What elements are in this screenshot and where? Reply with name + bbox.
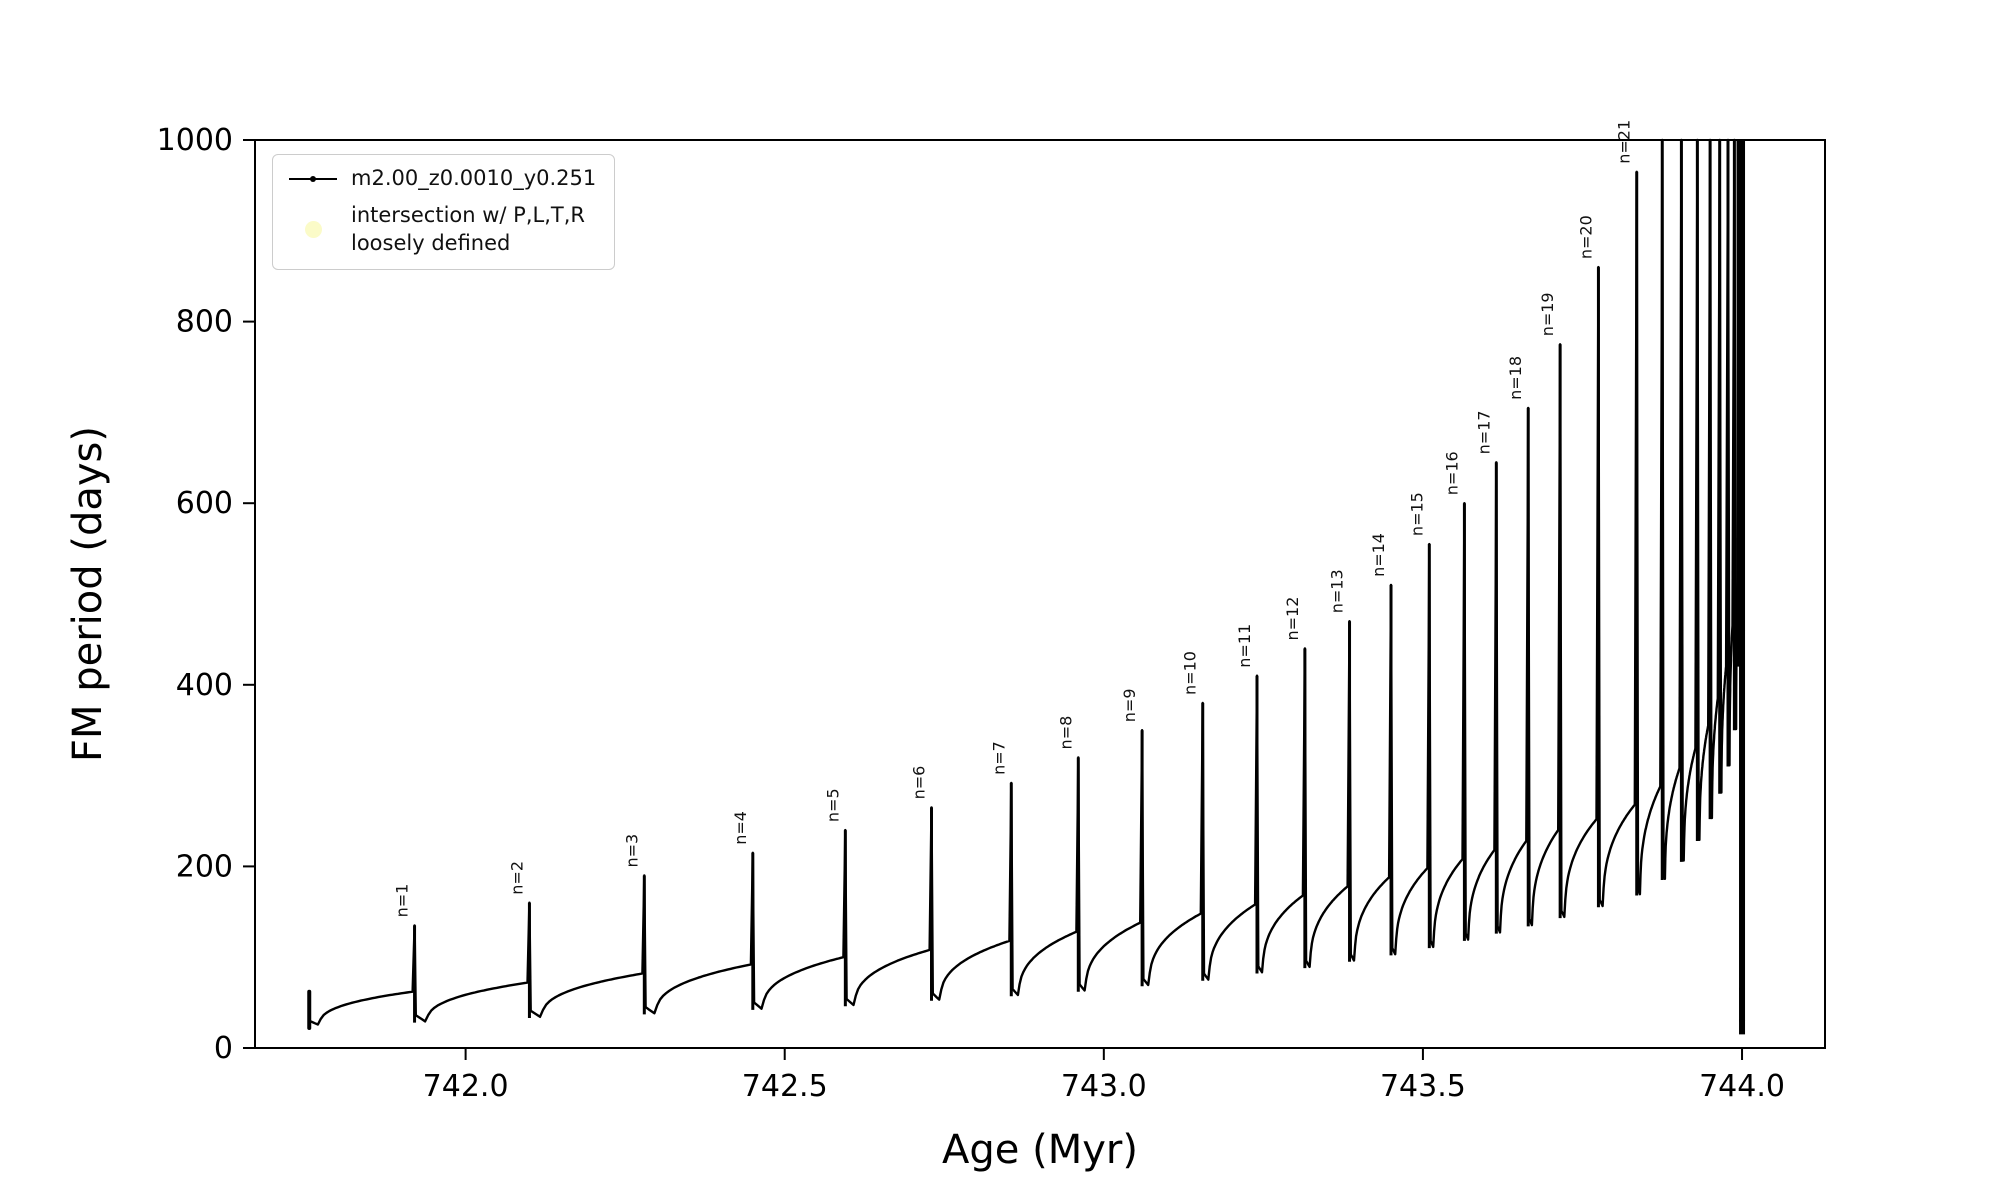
legend-intersection-label: intersection w/ P,L,T,R loosely defined xyxy=(351,203,585,255)
spike-annotation: n=15 xyxy=(1407,492,1426,536)
y-tick-label: 800 xyxy=(176,305,233,340)
spike-annotation: n=6 xyxy=(910,766,929,800)
terminal-dot xyxy=(1739,627,1746,634)
spike-annotation: n=14 xyxy=(1369,533,1388,577)
y-tick-label: 400 xyxy=(176,668,233,703)
x-tick-label: 743.5 xyxy=(1380,1069,1466,1104)
spike-annotation: n=2 xyxy=(507,861,526,895)
y-tick-label: 0 xyxy=(214,1031,233,1066)
data-line xyxy=(308,138,1744,1026)
spike-annotation: n=20 xyxy=(1576,215,1595,259)
intersection-circle-icon xyxy=(304,221,322,239)
spike-annotation: n=10 xyxy=(1181,651,1200,695)
line-dot-marker-icon xyxy=(287,169,339,189)
spike-annotation: n=19 xyxy=(1538,292,1557,336)
terminal-dot xyxy=(1739,985,1746,992)
spike-annotation: n=13 xyxy=(1328,569,1347,613)
spike-annotation: n=16 xyxy=(1442,451,1461,495)
spike-annotation: n=7 xyxy=(989,741,1008,775)
spike-annotation: n=9 xyxy=(1120,688,1139,722)
legend-entry-intersection: intersection w/ P,L,T,R loosely defined xyxy=(287,202,596,257)
y-tick-label: 1000 xyxy=(157,123,233,158)
x-tick-label: 742.5 xyxy=(742,1069,828,1104)
x-tick-label: 744.0 xyxy=(1699,1069,1785,1104)
spike-annotation: n=21 xyxy=(1615,120,1634,164)
intersection-marker-cell xyxy=(287,221,339,239)
spike-annotation: n=17 xyxy=(1474,410,1493,454)
spike-annotation: n=4 xyxy=(731,811,750,845)
legend-series-label: m2.00_z0.0010_y0.251 xyxy=(351,166,597,190)
terminal-dot xyxy=(1739,1017,1746,1024)
spike-annotation: n=11 xyxy=(1235,624,1254,668)
spike-annotation: n=12 xyxy=(1283,597,1302,641)
spike-annotation: n=8 xyxy=(1056,716,1075,750)
y-axis-label: FM period (days) xyxy=(65,426,111,762)
spike-annotation: n=18 xyxy=(1506,356,1525,400)
x-tick-label: 743.0 xyxy=(1061,1069,1147,1104)
x-axis-label: Age (Myr) xyxy=(942,1127,1138,1173)
legend: m2.00_z0.0010_y0.251 intersection w/ P,L… xyxy=(272,154,616,270)
legend-entry-series: m2.00_z0.0010_y0.251 xyxy=(287,165,596,192)
spike-annotation: n=5 xyxy=(823,788,842,822)
spike-annotation: n=1 xyxy=(393,884,412,918)
spike-annotation: n=3 xyxy=(622,834,641,868)
y-tick-label: 600 xyxy=(176,486,233,521)
axes-frame xyxy=(254,139,1826,1049)
y-tick-label: 200 xyxy=(176,849,233,884)
x-tick-label: 742.0 xyxy=(423,1069,509,1104)
